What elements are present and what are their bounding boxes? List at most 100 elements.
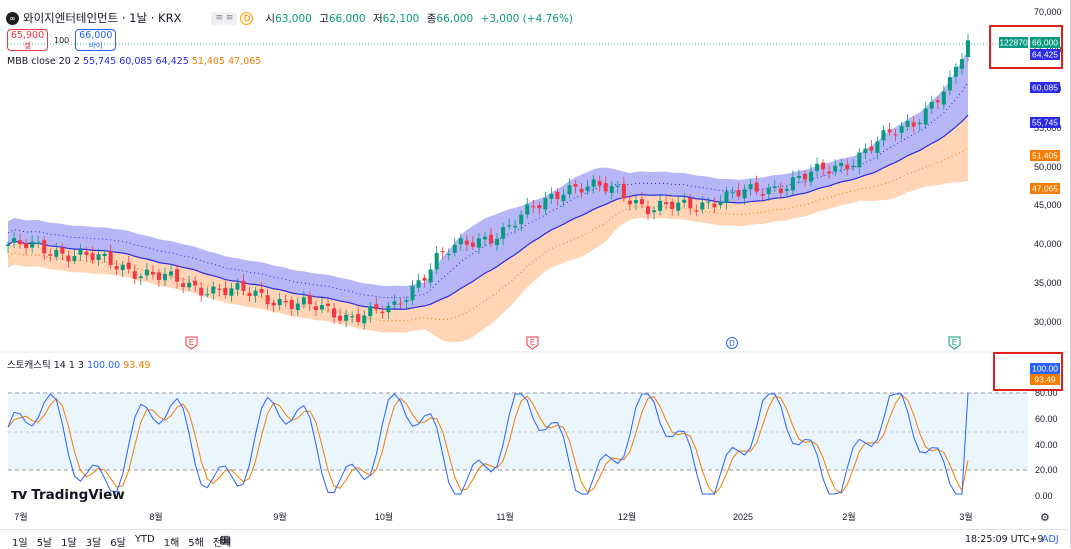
dividend-marker[interactable] <box>726 337 738 349</box>
candle-body <box>36 242 41 244</box>
stoch-d-value: 93.49 <box>123 360 151 371</box>
candle-body <box>169 271 174 276</box>
range-button-3[interactable]: 3달 <box>85 538 102 549</box>
candle-body <box>519 214 524 225</box>
upper-tag-text: 60,085 <box>1032 83 1058 93</box>
exchange-pill[interactable]: ≡ ≡ <box>211 11 238 25</box>
time-axis[interactable]: 7월 8월 9월 10월 11월 12월 2025 2월 3월 <box>14 511 972 522</box>
candle-body <box>332 308 337 318</box>
candle-body <box>845 164 850 170</box>
candle-body <box>513 225 518 228</box>
candle-body <box>42 240 47 254</box>
price-tick-6: 40,000 <box>1034 239 1062 249</box>
ohlc-change: +3,000 (+4.76%) <box>480 12 574 25</box>
candle-body <box>857 152 862 168</box>
earnings-marker-2[interactable] <box>526 336 539 350</box>
candle-body <box>386 305 391 313</box>
inner-lower-line <box>7 147 969 322</box>
candle-body <box>821 162 826 170</box>
spread-value: 100 <box>54 35 70 45</box>
candle-body <box>307 295 312 305</box>
candle-body <box>489 234 494 244</box>
symbol-title[interactable]: 와이지엔터테인먼트 · 1날 · KRX <box>23 11 182 25</box>
candle-body <box>839 163 844 167</box>
candle-body <box>646 206 650 215</box>
candle-body <box>205 294 210 296</box>
candle-body <box>374 304 379 310</box>
ohlc-open: 63,000 <box>275 12 312 25</box>
mbb-name: MBB close 20 2 <box>7 56 80 67</box>
range-button-5[interactable]: YTD <box>134 534 155 545</box>
earnings-marker-1[interactable] <box>185 336 198 350</box>
candle-body <box>706 201 711 203</box>
basis-line <box>7 114 969 310</box>
stoch-legend[interactable]: 스토캐스틱 14 1 3 100.00 93.49 <box>7 357 150 371</box>
candle-body <box>84 251 89 256</box>
candle-body <box>156 272 161 280</box>
range-button-7[interactable]: 5해 <box>188 538 204 549</box>
range-button-4[interactable]: 6달 <box>110 538 126 549</box>
candle-body <box>217 288 222 290</box>
candle-body <box>627 200 632 205</box>
candle-body <box>193 280 198 286</box>
candle-body <box>935 100 940 103</box>
mbb-lower: 51,405 <box>191 56 226 67</box>
calendar-icon[interactable]: ▦ <box>220 533 231 546</box>
candle-body <box>235 283 240 290</box>
stoch-k-tag <box>1030 363 1060 374</box>
candle-body <box>947 77 952 91</box>
candle-body <box>887 129 892 133</box>
candle-body <box>501 227 506 239</box>
ohlc-high: 66,000 <box>328 12 366 25</box>
candle-body <box>929 101 934 109</box>
candle-body <box>766 188 771 194</box>
candle-body <box>585 186 590 191</box>
range-button-0[interactable]: 1일 <box>12 538 28 549</box>
volume-tag-text: 122870 <box>999 38 1028 48</box>
stoch-tick-3: 20.00 <box>1035 465 1058 475</box>
candle-body <box>609 186 614 193</box>
mbb-legend[interactable]: MBB close 20 2 55,745 60,085 64,425 51,4… <box>7 56 261 67</box>
candle-body <box>899 126 904 133</box>
candle-body <box>319 305 324 310</box>
range-button-6[interactable]: 1해 <box>163 538 180 549</box>
candle-body <box>289 300 294 310</box>
candle-body <box>923 108 928 125</box>
candle-body <box>621 183 626 199</box>
candle-body <box>688 197 693 209</box>
candle-body <box>283 300 288 303</box>
candle-body <box>313 306 318 310</box>
stoch-axis[interactable]: 80.00 60.00 40.00 20.00 0.00 <box>1035 388 1058 501</box>
upper2-tag-text: 64,425 <box>1032 50 1058 60</box>
tradingview-wordmark: TradingView <box>31 487 125 503</box>
adj-toggle[interactable]: ADJ <box>1042 534 1059 545</box>
range-button-8[interactable]: 전체 <box>212 538 232 549</box>
buy-button[interactable]: 66,000 바이 <box>75 29 117 51</box>
range-button-2[interactable]: 1달 <box>61 538 77 549</box>
dividend-marker-label: D <box>729 339 735 348</box>
lower2-tag <box>1030 183 1060 194</box>
stoch-k-tag-text: 100.00 <box>1032 364 1058 374</box>
sell-button[interactable]: 65,900 셀 <box>7 29 48 51</box>
candle-body <box>48 254 53 256</box>
clock-readout[interactable]: 18:25:09 UTC+9 <box>965 534 1044 545</box>
candle-body <box>827 171 832 174</box>
earnings-marker-3[interactable] <box>948 336 961 350</box>
tradingview-mark-icon: ᴛᴠ <box>11 487 27 503</box>
candle-body <box>784 189 789 191</box>
candle-body <box>108 251 113 265</box>
stoch-d-line <box>7 393 969 495</box>
bollinger-bands <box>7 49 969 343</box>
mbb-upper: 60,085 <box>119 56 153 67</box>
highlight-box-price <box>989 25 1063 69</box>
candle-body <box>440 251 445 253</box>
candle-body <box>229 288 234 296</box>
candle-body <box>446 254 451 256</box>
candle-body <box>223 287 228 296</box>
range-button-1[interactable]: 5날 <box>36 538 53 549</box>
dividend-badge[interactable]: D <box>240 11 254 25</box>
settings-gear-icon[interactable]: ⚙ <box>1040 511 1050 524</box>
basis-tag <box>1030 117 1060 128</box>
lower-tag <box>1030 150 1060 161</box>
